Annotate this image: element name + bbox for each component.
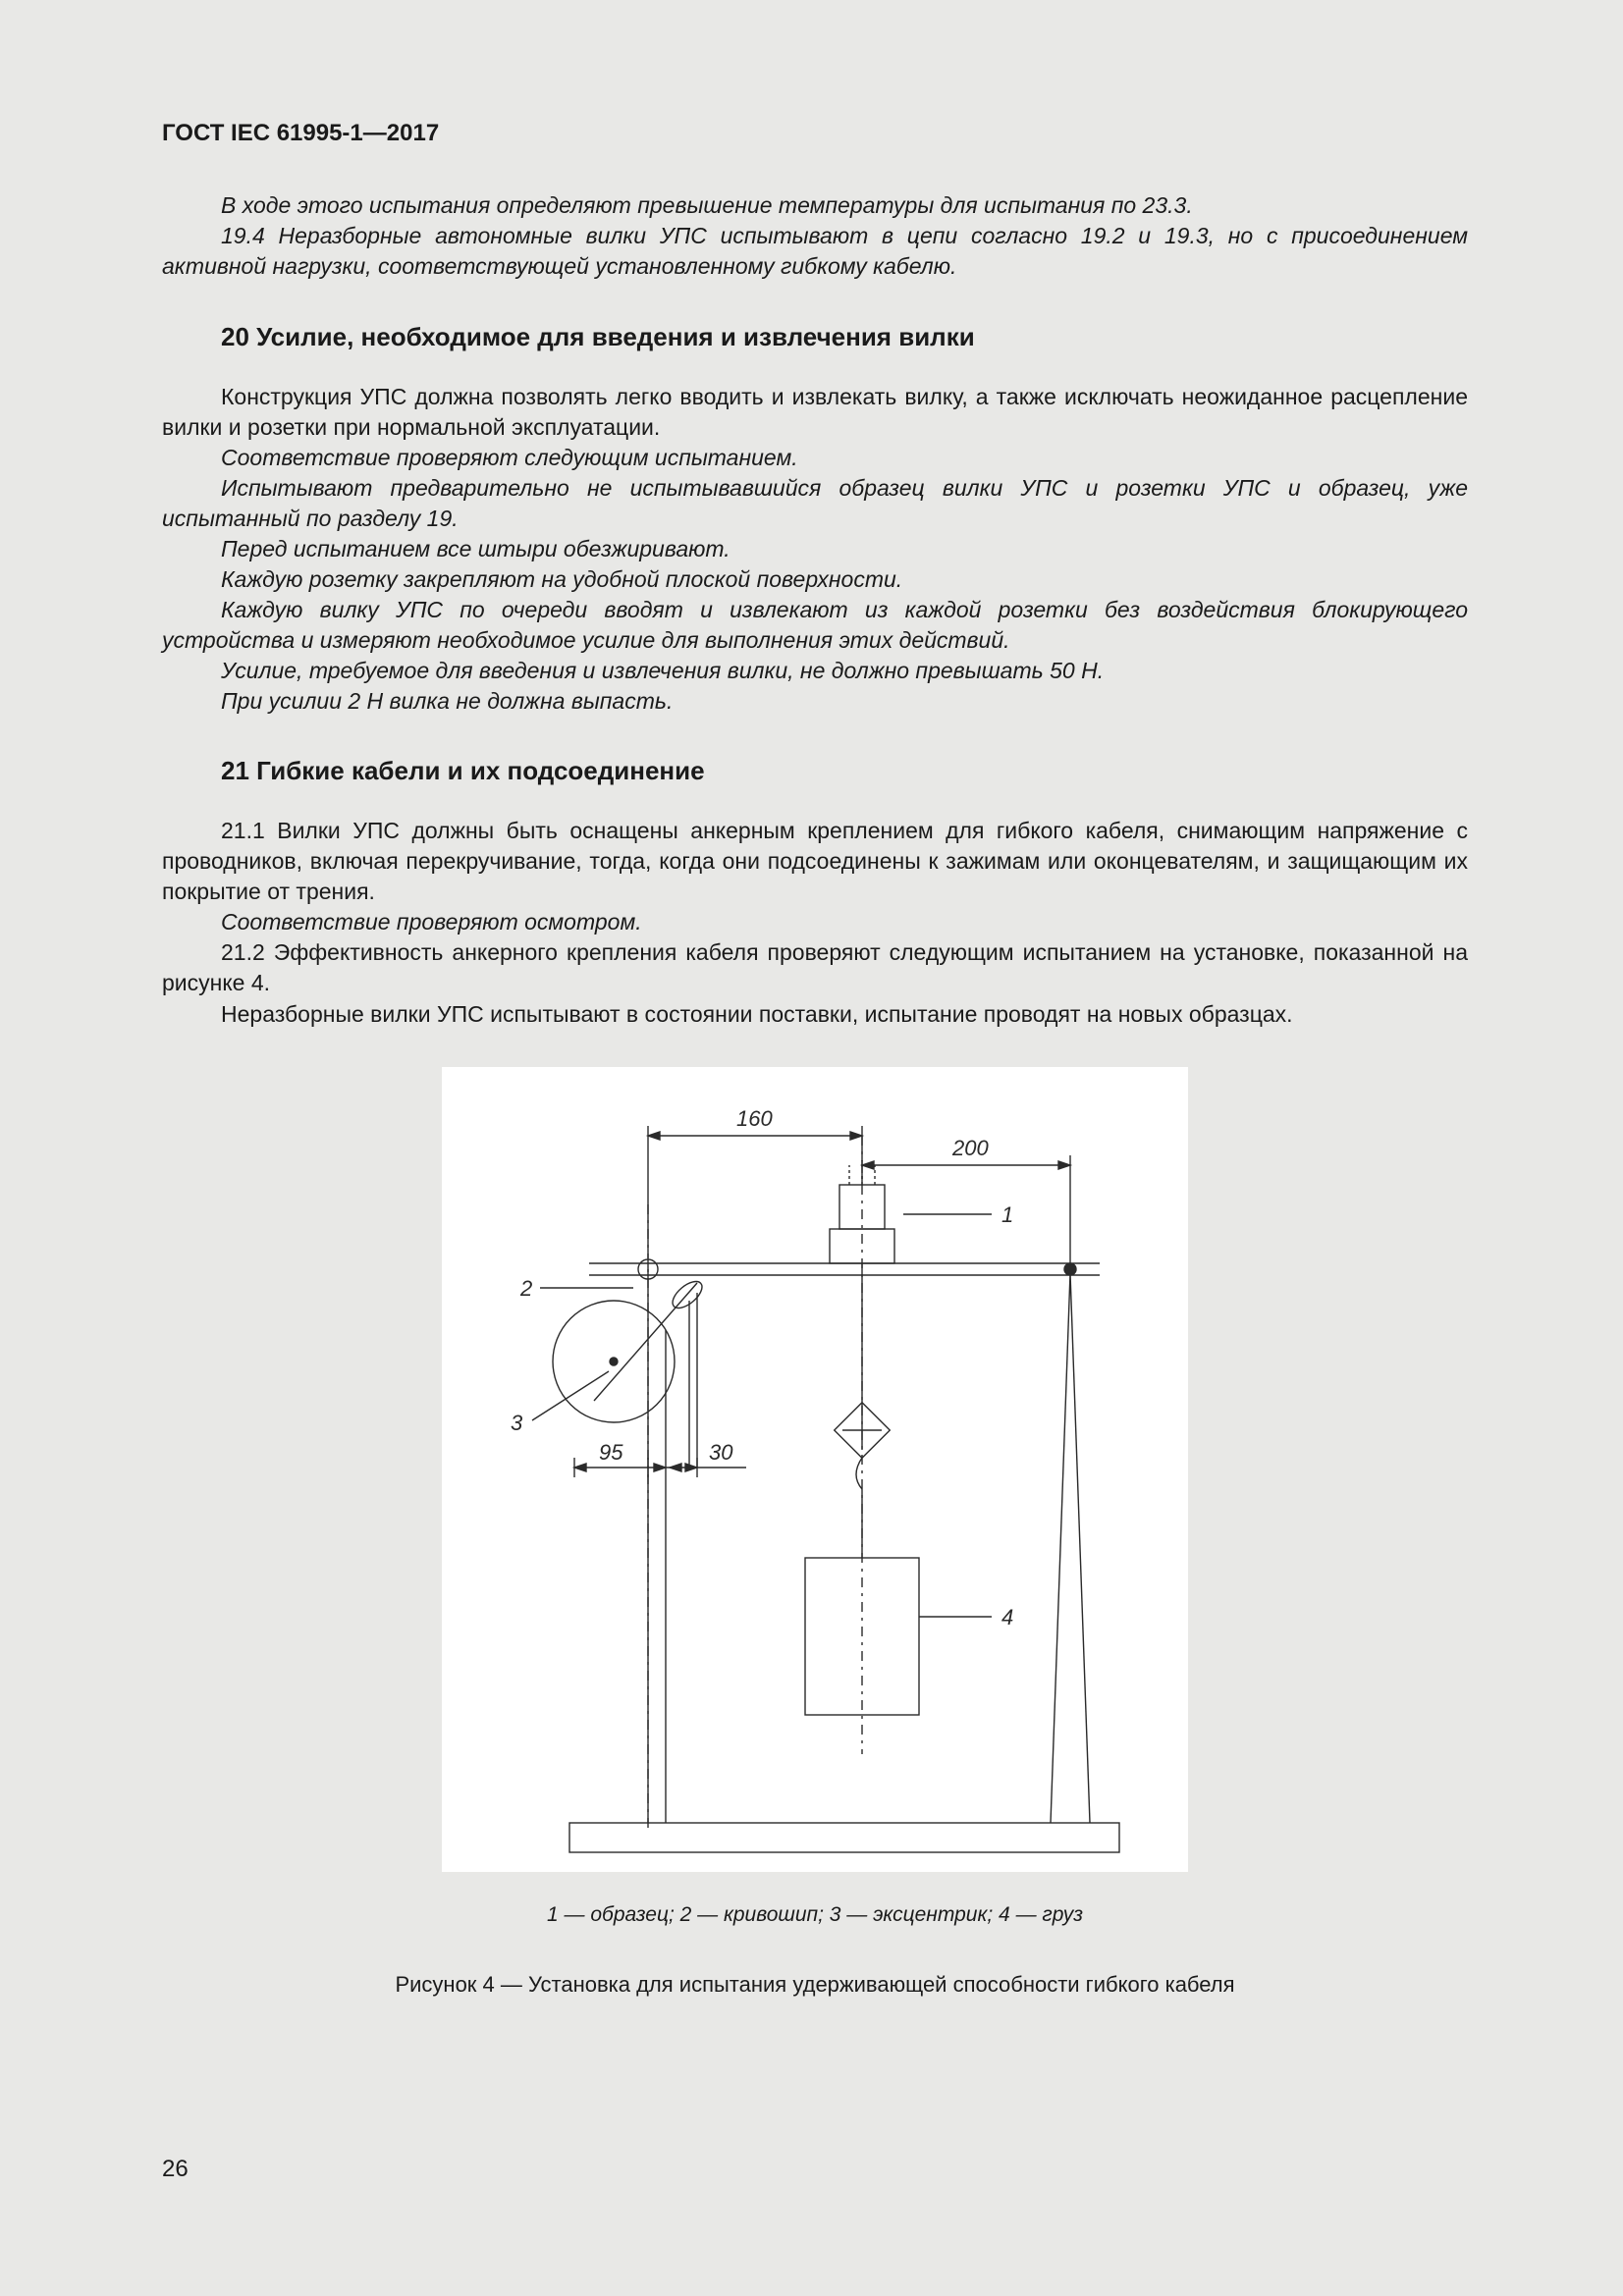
s21-p4: Неразборные вилки УПС испытывают в состо… [162, 999, 1468, 1030]
s20-p5: Каждую розетку закрепляют на удобной пло… [162, 564, 1468, 595]
callout-4: 4 [1001, 1605, 1013, 1629]
callout-2: 2 [519, 1276, 532, 1301]
page-number: 26 [162, 2156, 189, 2183]
section-21-title: 21 Гибкие кабели и их подсоединение [221, 754, 1468, 788]
callout-1: 1 [1001, 1202, 1013, 1227]
figure-4-caption: Рисунок 4 — Установка для испытания удер… [162, 1970, 1468, 2000]
section-20-title: 20 Усилие, необходимое для введения и из… [221, 320, 1468, 354]
s21-p2: Соответствие проверяют осмотром. [162, 907, 1468, 937]
figure-4-diagram: 160 200 1 [442, 1067, 1188, 1872]
s20-p4: Перед испытанием все штыри обезжиривают. [162, 534, 1468, 564]
s20-p7: Усилие, требуемое для введения и извлече… [162, 656, 1468, 686]
dim-200: 200 [951, 1136, 989, 1160]
callout-3: 3 [511, 1411, 523, 1435]
s21-p1: 21.1 Вилки УПС должны быть оснащены анке… [162, 816, 1468, 907]
s20-p1: Конструкция УПС должна позволять легко в… [162, 382, 1468, 443]
s20-p2: Соответствие проверяют следующим испытан… [162, 443, 1468, 473]
dim-160: 160 [736, 1106, 773, 1131]
document-standard-id: ГОСТ IEC 61995-1—2017 [162, 118, 1468, 149]
figure-4: 160 200 1 [162, 1067, 1468, 2000]
s20-p6: Каждую вилку УПС по очереди вводят и изв… [162, 595, 1468, 656]
dim-95: 95 [599, 1440, 623, 1465]
figure-4-legend: 1 — образец; 2 — кривошип; 3 — эксцентри… [162, 1901, 1468, 1929]
s20-p3: Испытывают предварительно не испытывавши… [162, 473, 1468, 534]
intro-p2: 19.4 Неразборные автономные вилки УПС ис… [162, 221, 1468, 282]
intro-p1: В ходе этого испытания определяют превыш… [162, 190, 1468, 221]
s21-p3: 21.2 Эффективность анкерного крепления к… [162, 937, 1468, 998]
dim-30: 30 [709, 1440, 733, 1465]
s20-p8: При усилии 2 Н вилка не должна выпасть. [162, 686, 1468, 717]
